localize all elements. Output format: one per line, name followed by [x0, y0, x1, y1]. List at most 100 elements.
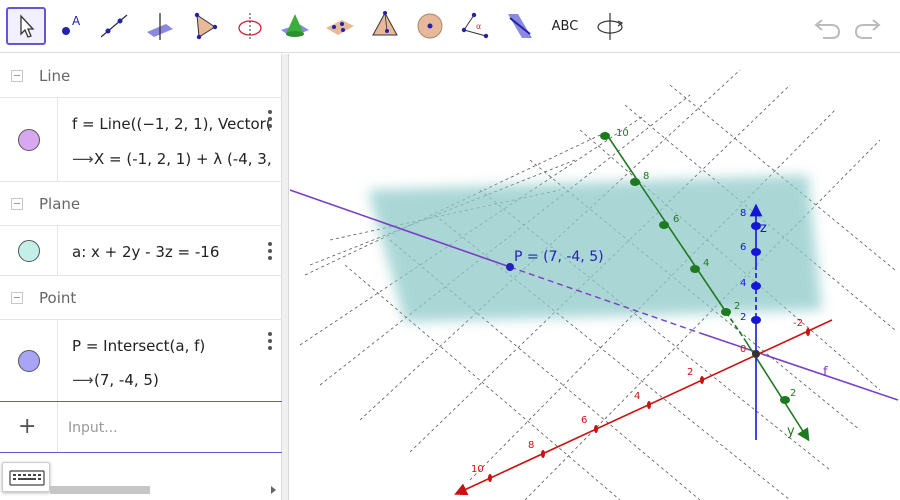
point-p-label: P = (7, -4, 5) [514, 249, 604, 265]
graphics-3d-view[interactable]: 10 8 6 4 2 0 -2 10 8 6 4 2 2 8 6 4 2 z y… [290, 54, 900, 500]
plus-icon[interactable]: + [18, 414, 37, 439]
line-f-hidden-segment [509, 266, 701, 334]
line-f-label: f [823, 365, 828, 380]
intersect-surfaces-tool-button[interactable] [275, 7, 315, 45]
svg-text:8: 8 [740, 208, 746, 219]
perpendicular-line-tool-button[interactable] [140, 7, 180, 45]
keyboard-button[interactable] [2, 462, 50, 492]
x-axis [454, 319, 833, 496]
svg-text:4: 4 [703, 258, 709, 269]
redo-button[interactable] [852, 12, 882, 42]
line-icon [100, 14, 128, 38]
algebra-view: Line f = Line((−1, 2, 1), Vector((−4, 3,… [0, 54, 282, 500]
value-text: (7, -4, 5) [94, 371, 159, 389]
more-options-icon[interactable] [268, 332, 272, 350]
value-row: ⟶X = (-1, 2, 1) + λ (-4, 3, 2) [72, 150, 272, 168]
algebra-item-p[interactable]: P = Intersect(a, f) ⟶(7, -4, 5) [0, 320, 282, 401]
point-tool-button[interactable]: A [50, 7, 90, 45]
svg-text:10: 10 [471, 464, 484, 475]
collapse-icon[interactable] [11, 197, 23, 210]
rotate-view-tool-button[interactable] [590, 7, 630, 45]
toolbar: A [0, 0, 900, 53]
z-axis-ticks [751, 222, 761, 324]
group-header-point[interactable]: Point [0, 276, 282, 320]
line-tool-button[interactable] [94, 7, 134, 45]
group-title: Line [39, 66, 71, 85]
svg-text:2: 2 [740, 312, 746, 323]
collapse-icon[interactable] [11, 69, 23, 82]
svg-text:4: 4 [634, 391, 640, 402]
circle-axis-icon [238, 13, 262, 40]
pyramid-tool-button[interactable] [365, 7, 405, 45]
text-tool-button[interactable]: ABC [545, 7, 585, 45]
sphere-tool-button[interactable] [410, 7, 450, 45]
sphere-icon [417, 13, 443, 39]
perpendicular-line-icon [147, 13, 173, 40]
visibility-marble[interactable] [17, 128, 40, 151]
line-f-front-segment [699, 332, 899, 401]
text-icon: ABC [551, 18, 579, 34]
circle-tool-button[interactable] [230, 7, 270, 45]
angle-icon: α [461, 12, 489, 39]
algebra-item-a[interactable]: a: x + 2y - 3z = -16 [0, 226, 282, 276]
graphics-3d-canvas[interactable]: 10 8 6 4 2 0 -2 10 8 6 4 2 2 8 6 4 2 z y… [290, 54, 900, 500]
redo-icon [854, 19, 881, 39]
reflect-tool-button[interactable] [500, 7, 540, 45]
svg-text:6: 6 [740, 242, 746, 253]
y-axis-hidden [725, 311, 746, 341]
value-row: ⟶(7, -4, 5) [72, 371, 159, 389]
more-options-icon[interactable] [268, 110, 272, 128]
value-text: X = (-1, 2, 1) + λ (-4, 3, 2) [94, 150, 272, 168]
definition-text[interactable]: a: x + 2y - 3z = -16 [72, 243, 220, 261]
algebra-item-f[interactable]: f = Line((−1, 2, 1), Vector((−4, 3, 2)))… [0, 98, 282, 182]
move-tool-button[interactable] [6, 7, 46, 45]
group-title: Point [39, 288, 77, 307]
group-header-plane[interactable]: Plane [0, 182, 282, 226]
polygon-tool-button[interactable] [185, 7, 225, 45]
line-f[interactable] [290, 189, 511, 268]
y-tick-labels: 10 8 6 4 2 2 [616, 128, 796, 399]
x-tick-labels: 10 8 6 4 2 0 -2 [471, 318, 803, 475]
input-row[interactable]: + Input... [0, 401, 282, 453]
svg-text:2: 2 [790, 388, 796, 399]
angle-tool-button[interactable]: α [455, 7, 495, 45]
undo-icon [814, 19, 841, 39]
horizontal-scrollbar[interactable] [50, 486, 278, 494]
svg-text:8: 8 [643, 171, 649, 182]
view-divider[interactable] [282, 54, 289, 500]
visibility-marble[interactable] [17, 349, 40, 372]
intersect-surfaces-icon [281, 14, 309, 37]
svg-text:2: 2 [687, 367, 693, 378]
plane-tool-button[interactable] [320, 7, 360, 45]
svg-text:2: 2 [734, 301, 740, 312]
y-axis-label: y [787, 424, 795, 439]
plane-icon [326, 20, 354, 35]
cursor-icon [20, 14, 35, 38]
input-bar[interactable]: Input... [68, 420, 118, 436]
svg-text:α: α [476, 22, 481, 31]
svg-text:0: 0 [740, 344, 746, 355]
point-icon: A [62, 14, 81, 35]
svg-text:A: A [72, 14, 81, 28]
undo-button[interactable] [813, 12, 843, 42]
svg-text:6: 6 [581, 415, 587, 426]
collapse-icon[interactable] [11, 291, 23, 304]
z-tick-labels: 8 6 4 2 [740, 208, 746, 323]
group-title: Plane [39, 194, 81, 213]
arrow-icon: ⟶ [72, 150, 94, 168]
keyboard-icon [9, 470, 45, 486]
pyramid-icon [372, 11, 398, 36]
svg-text:-2: -2 [793, 318, 803, 329]
more-options-icon[interactable] [268, 242, 272, 260]
group-header-line[interactable]: Line [0, 54, 282, 98]
z-axis-label: z [760, 221, 767, 236]
svg-text:8: 8 [528, 440, 534, 451]
svg-text:10: 10 [616, 128, 629, 139]
definition-text[interactable]: f = Line((−1, 2, 1), Vector((−4, 3, 2))) [72, 115, 272, 133]
visibility-marble[interactable] [17, 239, 40, 262]
svg-text:6: 6 [673, 214, 679, 225]
y-axis-ticks [600, 132, 790, 404]
point-p[interactable] [506, 263, 514, 271]
svg-text:4: 4 [740, 278, 746, 289]
definition-text[interactable]: P = Intersect(a, f) [72, 337, 206, 355]
